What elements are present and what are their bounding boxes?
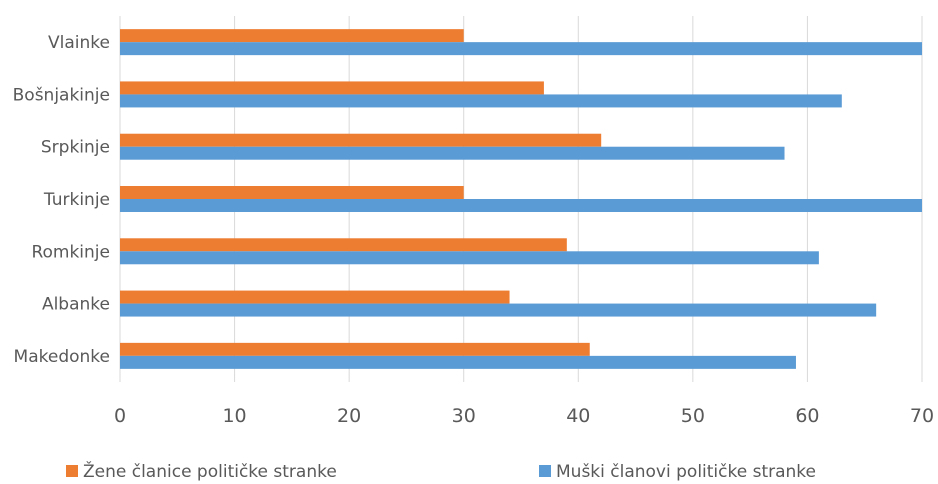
bar-muski <box>120 42 922 56</box>
x-tick-label: 20 <box>337 405 361 427</box>
bar-zene <box>120 238 567 252</box>
bar-zene <box>120 81 544 95</box>
category-label: Srpkinje <box>41 138 110 158</box>
category-label: Bošnjakinje <box>13 85 110 105</box>
legend-label: Žene članice političke stranke <box>83 460 337 482</box>
legend-swatch <box>66 465 78 477</box>
x-tick-labels: 0 10 20 30 40 50 60 70 <box>114 405 934 427</box>
x-tick-label: 60 <box>795 405 819 427</box>
bar-zene <box>120 290 510 304</box>
category-label: Turkinje <box>43 190 110 210</box>
bar-zene <box>120 186 464 199</box>
x-tick-label: 10 <box>222 405 246 427</box>
category-label: Albanke <box>42 295 110 315</box>
bar-muski <box>120 146 785 160</box>
category-labels: Vlainke Bošnjakinje Srpkinje Turkinje Romkin… <box>13 33 110 367</box>
category-label: Makedonke <box>14 347 110 367</box>
bar-zene <box>120 29 464 43</box>
bar-muski <box>120 355 796 369</box>
legend-label: Muški članovi političke stranke <box>556 462 816 482</box>
x-tick-label: 40 <box>566 405 590 427</box>
legend-swatch <box>539 465 551 477</box>
bar-zene <box>120 342 590 356</box>
x-tick-label: 50 <box>681 405 705 427</box>
category-label: Vlainke <box>48 33 110 53</box>
bar-zene <box>120 133 602 147</box>
x-tick-label: 30 <box>452 405 476 427</box>
category-label: Romkinje <box>31 242 110 262</box>
bar-muski <box>120 251 819 265</box>
bar-muski <box>120 303 877 317</box>
bar-muski <box>120 199 922 212</box>
x-tick-label: 0 <box>114 405 126 427</box>
legend: Žene članice političke stranke Muški član… <box>66 460 816 482</box>
bar-muski <box>120 94 842 108</box>
x-tick-label: 70 <box>910 405 934 427</box>
bars <box>120 29 922 369</box>
